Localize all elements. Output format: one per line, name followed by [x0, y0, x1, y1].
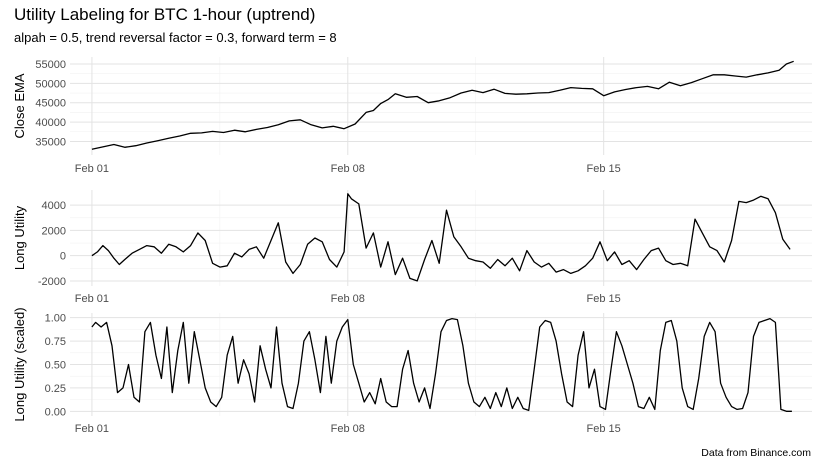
y-tick-label: 40000 — [35, 117, 66, 129]
y-axis-title: Long Utility — [12, 205, 27, 270]
y-tick-label: 0.50 — [45, 360, 66, 372]
y-tick-label: 1.00 — [45, 313, 66, 325]
y-tick-label: 45000 — [35, 98, 66, 110]
y-tick-label: 2000 — [42, 225, 66, 237]
x-tick-label: Feb 01 — [75, 163, 109, 175]
x-tick-label: Feb 01 — [75, 293, 109, 305]
y-tick-label: 50000 — [35, 78, 66, 90]
x-tick-label: Feb 15 — [587, 293, 621, 305]
x-tick-label: Feb 08 — [331, 293, 365, 305]
y-tick-label: -2000 — [38, 276, 66, 288]
x-tick-label: Feb 15 — [587, 163, 621, 175]
chart-subtitle: alpah = 0.5, trend reversal factor = 0.3… — [14, 30, 337, 45]
series-line — [91, 193, 791, 282]
y-tick-label: 0 — [60, 251, 66, 263]
series-line — [91, 317, 792, 412]
y-tick-label: 0.25 — [45, 383, 66, 395]
y-axis-title: Close EMA — [12, 73, 27, 138]
chart-title: Utility Labeling for BTC 1-hour (uptrend… — [14, 5, 316, 24]
y-tick-label: 55000 — [35, 59, 66, 71]
y-axis-title: Long Utility (scaled) — [12, 307, 27, 421]
series-line — [91, 60, 794, 150]
y-tick-label: 4000 — [42, 200, 66, 212]
data-source-caption: Data from Binance.com — [701, 447, 811, 459]
y-tick-label: 35000 — [35, 136, 66, 148]
x-tick-label: Feb 08 — [331, 423, 365, 435]
y-tick-label: 0.75 — [45, 336, 66, 348]
x-tick-label: Feb 08 — [331, 163, 365, 175]
x-tick-label: Feb 01 — [75, 423, 109, 435]
y-tick-label: 0.00 — [45, 406, 66, 418]
x-tick-label: Feb 15 — [587, 423, 621, 435]
